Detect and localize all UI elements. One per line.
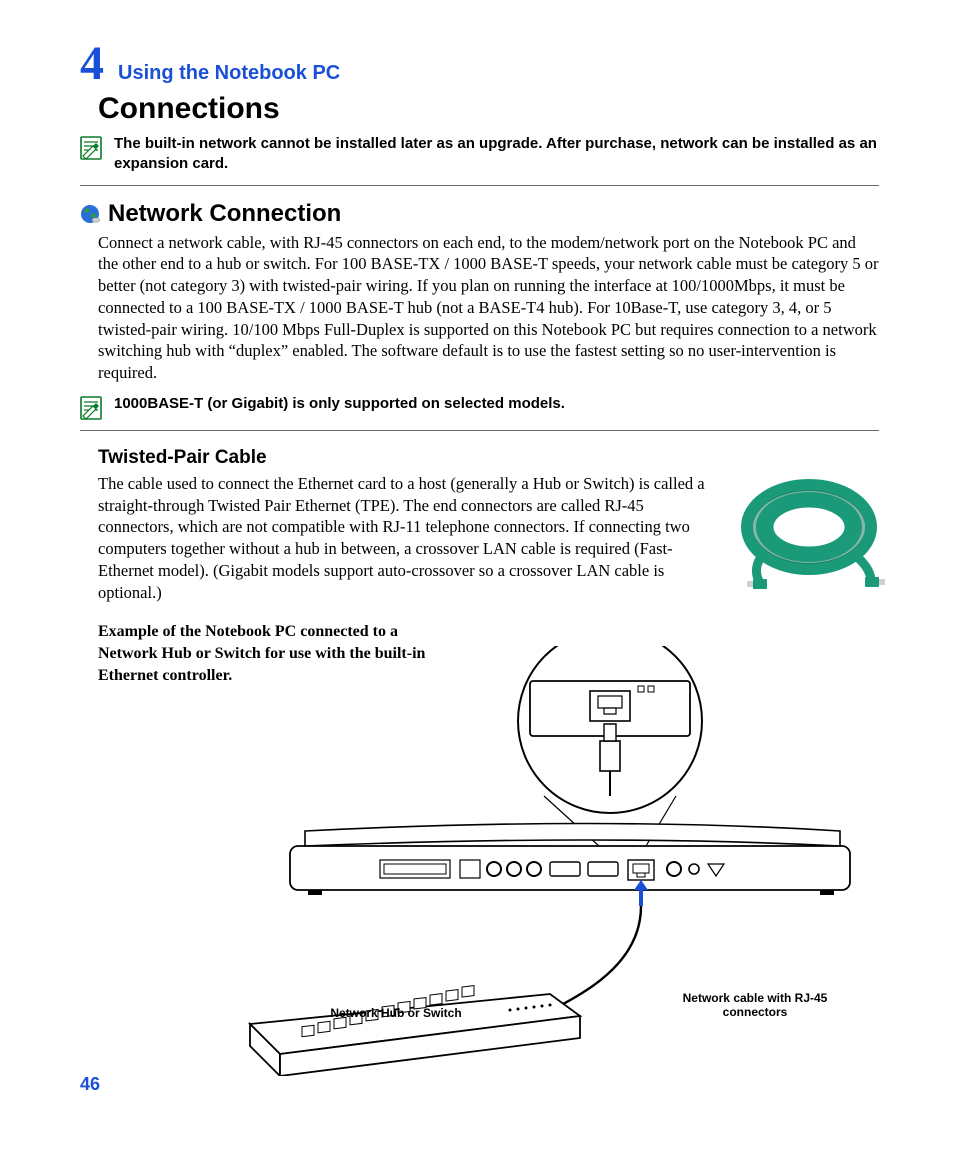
paragraph-twisted-pair: The cable used to connect the Ethernet c… (98, 473, 708, 604)
heading-network: Network Connection (108, 200, 341, 228)
divider (80, 185, 879, 186)
chapter-number: 4 (80, 40, 104, 88)
page-number: 46 (80, 1074, 100, 1095)
label-hub: Network Hub or Switch (316, 1006, 476, 1020)
note-gigabit-text: 1000BASE-T (or Gigabit) is only supporte… (114, 394, 879, 414)
note-upgrade-text: The built-in network cannot be installed… (114, 134, 879, 175)
note-icon (80, 136, 102, 160)
note-icon (80, 396, 102, 420)
note-upgrade: The built-in network cannot be installed… (80, 134, 879, 175)
divider (80, 430, 879, 431)
chapter-title: Using the Notebook PC (118, 62, 340, 85)
page: 4 Using the Notebook PC Connections The … (0, 0, 954, 1155)
note-gigabit: 1000BASE-T (or Gigabit) is only supporte… (80, 394, 879, 420)
paragraph-network: Connect a network cable, with RJ-45 conn… (98, 232, 879, 384)
label-cable: Network cable with RJ-45 connectors (680, 991, 830, 1019)
ethernet-cable-photo (729, 467, 889, 597)
network-hub (250, 986, 580, 1076)
heading-connections: Connections (98, 92, 879, 126)
heading-twisted-pair: Twisted-Pair Cable (98, 447, 879, 469)
chapter-header: 4 Using the Notebook PC (80, 40, 879, 88)
globe-icon (80, 204, 100, 224)
connection-diagram: Network Hub or Switch Network cable with… (80, 646, 879, 1076)
heading-network-row: Network Connection (80, 200, 879, 228)
laptop-side (290, 824, 850, 907)
twisted-pair-section: The cable used to connect the Ethernet c… (98, 473, 879, 604)
